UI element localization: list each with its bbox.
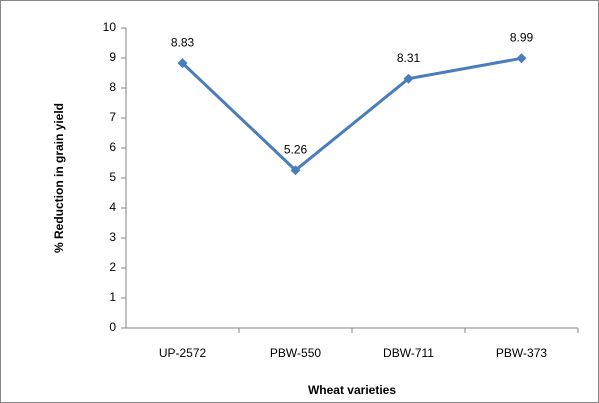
x-axis-title: Wheat varieties <box>308 383 396 397</box>
y-tick-label: 7 <box>109 110 116 124</box>
y-axis-title: % Reduction in grain yield <box>52 103 66 253</box>
data-label: 8.83 <box>171 35 195 49</box>
data-label: 8.99 <box>510 30 534 44</box>
y-tick-label: 10 <box>103 20 117 34</box>
line <box>181 56 522 173</box>
marker <box>177 58 188 69</box>
x-tick-label: UP-2572 <box>159 346 207 360</box>
x-tick-label: PBW-550 <box>270 346 321 360</box>
y-tick-label: 2 <box>109 260 116 274</box>
y-tick-label: 5 <box>109 170 116 184</box>
marker <box>516 53 527 64</box>
data-label: 8.31 <box>397 51 421 65</box>
y-tick-label: 9 <box>109 50 116 64</box>
y-tick-label: 3 <box>109 230 116 244</box>
marker <box>290 165 301 176</box>
marker <box>403 73 414 84</box>
x-tick-label: PBW-373 <box>496 346 547 360</box>
y-tick-label: 8 <box>109 80 116 94</box>
y-tick-label: 6 <box>109 140 116 154</box>
y-tick-label: 1 <box>109 290 116 304</box>
y-tick-label: 0 <box>109 320 116 334</box>
x-tick-label: DBW-711 <box>383 346 434 360</box>
data-label: 5.26 <box>284 142 308 156</box>
y-tick-label: 4 <box>109 200 116 214</box>
